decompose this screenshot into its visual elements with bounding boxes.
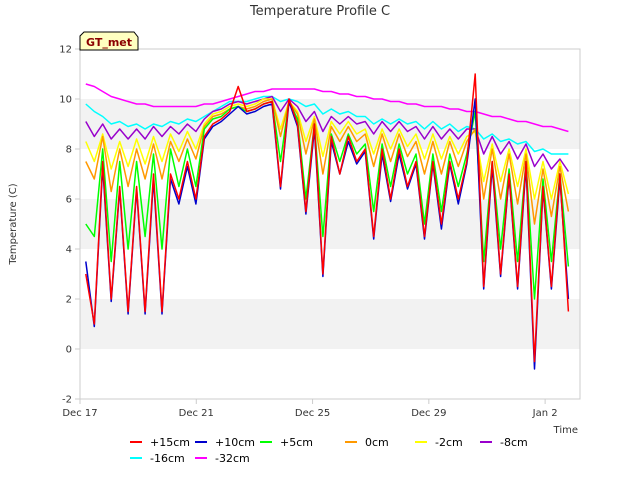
series-line-plus5cm xyxy=(85,100,570,300)
series-line-0cm xyxy=(85,98,570,225)
legend-label: -32cm xyxy=(215,452,250,465)
chart-title: Temperature Profile C xyxy=(249,4,390,19)
legend-label: -8cm xyxy=(500,436,528,449)
y-tick-label: 6 xyxy=(66,195,72,206)
plot-frame xyxy=(79,48,581,400)
x-tick-label: Dec 21 xyxy=(179,408,214,419)
y-tick-label: 2 xyxy=(66,295,72,306)
x-tick-label: Dec 29 xyxy=(411,408,446,419)
series-line-minus32cm xyxy=(85,83,569,133)
legend: +15cm +10cm +5cm 0cm -2cm -8cm -16cm -32cm xyxy=(130,436,528,465)
y-tick-label: 10 xyxy=(59,95,72,106)
legend-label: -16cm xyxy=(150,452,185,465)
x-axis-label: Time xyxy=(553,425,578,436)
legend-label: -2cm xyxy=(435,436,463,449)
x-tick-label: Dec 17 xyxy=(62,408,97,419)
legend-label: +10cm xyxy=(215,436,255,449)
series-line-minus2cm xyxy=(85,98,570,200)
series-line-minus8cm xyxy=(85,95,570,172)
y-tick-label: 0 xyxy=(66,345,72,356)
y-tick-label: 12 xyxy=(59,45,72,56)
grid-band xyxy=(80,299,580,349)
badge-shape xyxy=(79,31,139,51)
legend-label: +15cm xyxy=(150,436,190,449)
x-axis-ticks: Dec 17 Dec 21 Dec 25 Dec 29 Jan 2 xyxy=(62,399,558,419)
x-tick-label: Dec 25 xyxy=(295,408,330,419)
legend-label: +5cm xyxy=(280,436,313,449)
y-axis-label: Temperature (C) xyxy=(8,183,19,265)
series-line-minus16cm xyxy=(85,95,569,155)
y-axis-ticks: -2 0 2 4 6 8 10 12 xyxy=(59,45,80,406)
series-lines xyxy=(85,73,570,370)
x-tick-label: Jan 2 xyxy=(532,408,558,419)
series-line-plus15cm xyxy=(85,73,570,363)
y-tick-label: 8 xyxy=(66,145,72,156)
gt-met-badge: GT_met xyxy=(79,31,139,51)
y-tick-label: -2 xyxy=(62,395,72,406)
legend-label: 0cm xyxy=(365,436,389,449)
badge-label: GT_met xyxy=(86,36,132,49)
y-tick-label: 4 xyxy=(66,245,72,256)
